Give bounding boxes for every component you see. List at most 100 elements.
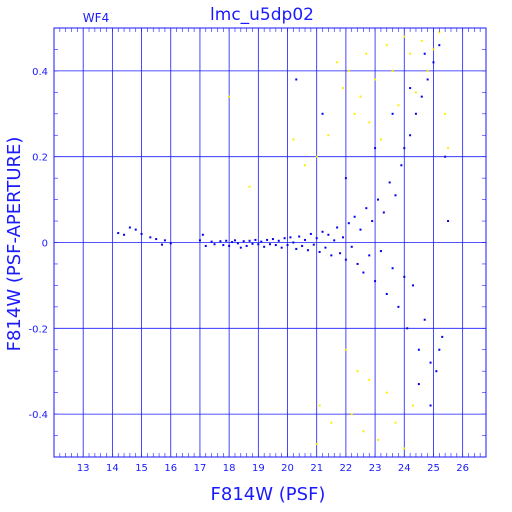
x-tick-label: 21 — [310, 463, 323, 474]
data-point — [356, 262, 359, 265]
data-point — [397, 305, 400, 308]
data-point — [353, 112, 356, 115]
data-point — [318, 250, 321, 253]
x-tick-label: 14 — [106, 463, 119, 474]
data-point — [286, 244, 289, 247]
data-point — [444, 155, 447, 158]
data-point — [312, 243, 315, 246]
y-tick-label: -0.2 — [28, 324, 48, 335]
data-point — [385, 292, 388, 295]
data-point — [251, 242, 254, 245]
data-point — [239, 246, 242, 249]
data-point — [341, 87, 344, 90]
data-point — [298, 235, 301, 238]
data-points — [117, 31, 450, 450]
data-point — [400, 164, 403, 167]
data-point — [441, 335, 444, 338]
data-point — [391, 69, 394, 72]
data-point — [391, 112, 394, 115]
axis-tick-labels: 13 14 15 16 17 18 19 20 21 22 23 24 25 26 -0.4 -0.2 0 0.2… — [28, 67, 469, 474]
data-point — [359, 95, 362, 98]
data-point — [134, 228, 137, 231]
data-point — [231, 241, 234, 244]
data-point — [248, 185, 251, 188]
data-point — [391, 267, 394, 270]
data-point — [271, 238, 274, 241]
data-point — [283, 237, 286, 240]
y-tick-label: -0.4 — [28, 410, 48, 421]
data-point — [447, 220, 450, 223]
data-point — [382, 211, 385, 214]
data-point — [219, 240, 222, 243]
data-point — [423, 52, 426, 55]
data-point — [403, 35, 406, 38]
panel-label: WF4 — [83, 11, 109, 25]
x-tick-label: 19 — [252, 463, 265, 474]
data-point — [213, 243, 216, 246]
data-point — [330, 254, 333, 257]
data-point — [409, 87, 412, 90]
data-point — [429, 404, 432, 407]
data-point — [420, 95, 423, 98]
x-tick-label: 26 — [456, 463, 469, 474]
grid — [54, 28, 486, 457]
data-point — [350, 245, 353, 248]
data-point — [438, 44, 441, 47]
data-point — [324, 246, 327, 249]
data-point — [432, 48, 435, 51]
data-point — [409, 134, 412, 137]
data-point — [225, 239, 228, 242]
data-point — [274, 244, 277, 247]
data-point — [260, 240, 263, 243]
data-point — [222, 244, 225, 247]
data-point — [406, 327, 409, 330]
data-point — [368, 121, 371, 124]
data-point — [417, 348, 420, 351]
data-point — [365, 52, 368, 55]
x-tick-label: 13 — [77, 463, 90, 474]
x-tick-label: 17 — [194, 463, 207, 474]
chart-title: lmc_u5dp02 — [210, 5, 314, 25]
y-tick-label: 0.2 — [32, 153, 48, 164]
data-point — [333, 239, 336, 242]
data-point — [385, 44, 388, 47]
data-point — [304, 164, 307, 167]
data-point — [385, 391, 388, 394]
data-point — [306, 249, 309, 252]
data-point — [269, 243, 271, 246]
data-point — [423, 318, 426, 321]
data-point — [198, 239, 201, 242]
data-point — [295, 78, 298, 81]
x-tick-label: 15 — [135, 463, 148, 474]
y-tick-label: 0.4 — [32, 67, 48, 78]
data-point — [344, 348, 347, 351]
x-axis-label: F814W (PSF) — [211, 484, 326, 505]
data-point — [420, 39, 423, 42]
data-point — [336, 61, 339, 64]
data-point — [236, 242, 239, 245]
data-point — [371, 220, 374, 223]
data-point — [374, 78, 377, 81]
data-point — [266, 238, 269, 241]
data-point — [394, 421, 397, 424]
data-point — [377, 438, 379, 441]
x-tick-label: 24 — [398, 463, 411, 474]
axis-ticks — [53, 27, 487, 458]
data-point — [277, 239, 280, 242]
data-point — [403, 275, 406, 278]
data-point — [228, 95, 231, 98]
data-point — [394, 194, 397, 197]
data-point — [432, 61, 435, 64]
data-point — [257, 243, 260, 246]
x-tick-label: 18 — [223, 463, 236, 474]
data-point — [414, 91, 417, 94]
data-point — [347, 222, 350, 225]
data-point — [397, 104, 400, 107]
data-point — [228, 244, 231, 247]
data-point — [309, 232, 312, 235]
data-point — [374, 147, 377, 150]
data-point — [315, 237, 318, 240]
data-point — [155, 238, 158, 241]
data-point — [438, 348, 441, 351]
x-tick-label: 16 — [164, 463, 177, 474]
